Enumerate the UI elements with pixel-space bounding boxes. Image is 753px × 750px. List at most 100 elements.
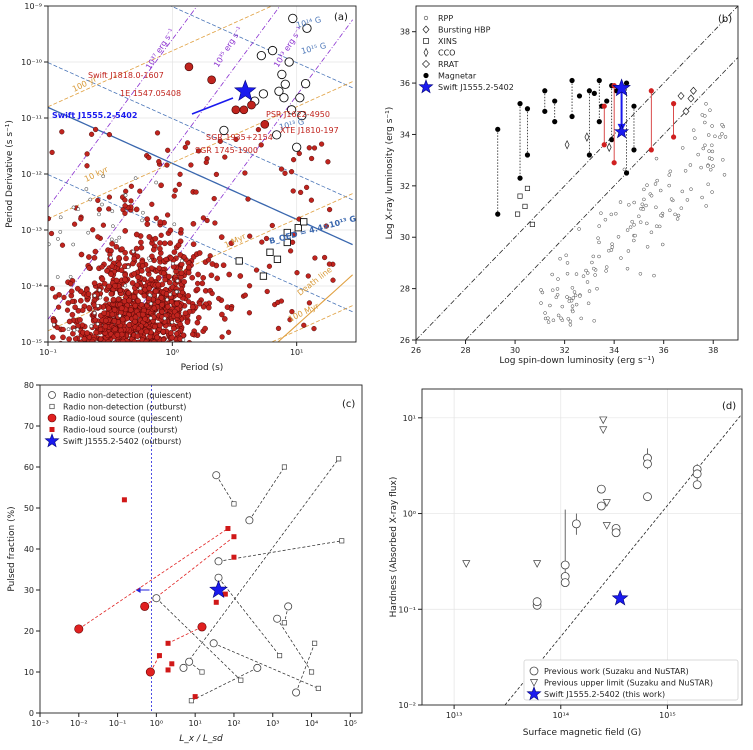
pulsar-point: [136, 344, 141, 349]
pulsar-point: [122, 197, 128, 203]
edot-label: 10³⁵ erg s⁻¹: [212, 25, 244, 69]
pulsar-point: [242, 170, 248, 176]
pulsar-point: [129, 280, 136, 286]
pulsar-point: [27, 325, 32, 330]
rpp-point: [171, 261, 175, 266]
pulsar-point: [60, 334, 66, 341]
pulsar-point: [214, 275, 220, 282]
x-tick-label: 10³: [266, 719, 279, 728]
pulsar-point: [48, 230, 55, 237]
panel-label: (c): [342, 399, 355, 410]
pulsar-point: [258, 142, 264, 148]
rpp-point: [100, 202, 104, 207]
upper-limit-point: [602, 522, 611, 530]
pulsar-point: [200, 215, 207, 221]
pulsar-point: [128, 183, 135, 189]
quiescent-point: [214, 557, 223, 566]
radio-magnetar-point: [671, 101, 677, 107]
previous-point: [532, 597, 542, 607]
pulsar-point: [131, 347, 136, 352]
rpp-point: [66, 327, 71, 332]
pulsar-point: [228, 240, 235, 246]
pulsar-point: [135, 325, 142, 332]
radio-quiescent-point: [145, 667, 155, 677]
rpp-point: [680, 189, 685, 194]
rpp-point: [652, 273, 656, 278]
pulsar-point: [197, 301, 203, 307]
pulsar-point: [219, 311, 225, 318]
previous-point: [560, 578, 570, 587]
pulsar-point: [122, 276, 128, 283]
rpp-point: [641, 207, 646, 211]
xins-point: [283, 228, 291, 237]
pulsar-point: [84, 330, 90, 336]
pulsar-point: [94, 346, 99, 351]
rpp-point: [165, 297, 169, 302]
pulsar-point: [96, 206, 102, 213]
pulsar-point: [245, 196, 251, 202]
xins-point: [515, 211, 521, 217]
rpp-point: [58, 230, 63, 234]
rpp-point: [114, 239, 119, 243]
pulsar-point: [138, 239, 144, 246]
rpp-point: [610, 242, 614, 246]
pulsar-point: [325, 159, 331, 165]
pulsar-point: [323, 223, 329, 229]
x-tick-label: 10⁴: [305, 719, 318, 728]
pulsar-point: [140, 343, 145, 348]
pulsar-point: [106, 132, 113, 138]
pulsar-point: [72, 336, 79, 342]
pulsar-point: [115, 296, 122, 303]
rpp-point: [626, 249, 631, 253]
rpp-point: [571, 309, 575, 314]
y-tick-label: 70: [24, 422, 34, 431]
pulsar-point: [131, 294, 137, 300]
age-line: [48, 6, 273, 108]
y-tick-label: 10⁻¹²: [21, 170, 42, 179]
pulsar-point: [259, 239, 265, 245]
pulsar-point: [101, 345, 106, 350]
source-link: [218, 577, 280, 656]
x-axis-label: Period (s): [181, 363, 224, 373]
pulsar-point: [135, 274, 141, 280]
legend-target-symbol: [44, 433, 60, 448]
x-tick-label: 10¹: [188, 719, 201, 728]
rpp-point: [693, 136, 697, 140]
rpp-point: [556, 277, 560, 281]
rpp-point: [84, 187, 89, 191]
xins-point: [300, 218, 308, 226]
rpp-point: [625, 266, 630, 271]
pulsar-point: [147, 350, 152, 355]
pulsar-point: [99, 276, 106, 283]
x-tick-label: 10⁻¹: [39, 348, 57, 357]
pulsar-point: [106, 194, 113, 200]
panel-label: (a): [334, 12, 348, 23]
rpp-point: [71, 205, 76, 210]
pulsar-point: [311, 326, 317, 332]
pulsar-point: [84, 151, 90, 157]
rpp-point: [58, 215, 63, 220]
source-link: [249, 466, 285, 521]
pulsar-point: [104, 267, 110, 274]
legend-label: Previous upper limit (Suzaku and NuSTAR): [544, 679, 713, 688]
pulsar-point: [289, 309, 295, 315]
pulsar-point: [77, 317, 83, 323]
pulsar-point: [156, 255, 163, 262]
rpp-point: [706, 182, 710, 187]
xins-point: [266, 248, 274, 256]
rpp-point: [573, 293, 578, 298]
rpp-point: [539, 301, 543, 305]
x-tick-label: 10⁰: [166, 348, 179, 357]
magnetar-point: [274, 86, 284, 96]
radio-outburst-point: [165, 667, 171, 673]
radio-quiescent-point: [197, 622, 207, 632]
legend-xins-symbol: [423, 38, 429, 44]
magnetar-point: [623, 170, 630, 176]
rpp-point: [564, 253, 568, 258]
pulsar-point: [156, 265, 162, 271]
y-tick-label: 10⁻¹⁴: [21, 282, 42, 291]
legend-label: Radio non-detection (outburst): [63, 403, 186, 412]
rpp-point: [550, 272, 554, 277]
magnetar-point: [288, 13, 298, 24]
pulsar-point: [132, 346, 137, 351]
